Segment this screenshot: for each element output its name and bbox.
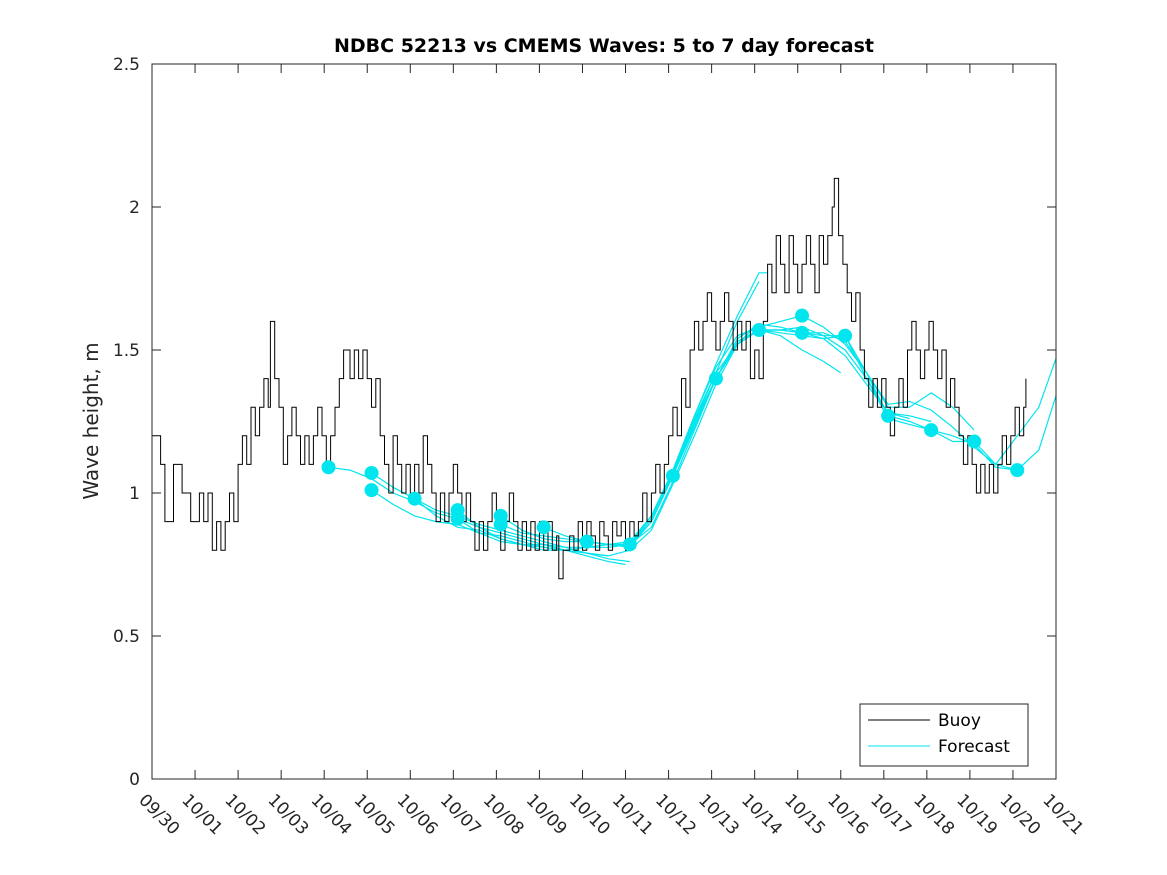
plot-frame xyxy=(151,63,1057,780)
forecast-marker xyxy=(364,483,379,498)
forecast-marker xyxy=(708,371,723,386)
y-axis-label: Wave height, m xyxy=(79,342,103,499)
forecast-marker xyxy=(795,308,810,323)
legend-forecast-label: Forecast xyxy=(938,737,1010,757)
forecast-marker xyxy=(1010,463,1025,478)
y-tick-label: 2 xyxy=(129,198,140,218)
forecast-line xyxy=(759,329,1057,471)
forecast-marker xyxy=(622,537,637,552)
legend-buoy-label: Buoy xyxy=(938,711,981,731)
forecast-line xyxy=(629,329,1018,545)
forecast-marker xyxy=(838,328,853,343)
forecast-line xyxy=(457,272,768,551)
legend: Buoy Forecast xyxy=(859,703,1029,767)
y-tick-label: 2.5 xyxy=(113,55,140,75)
legend-box xyxy=(859,703,1029,767)
y-tick-label: 0.5 xyxy=(113,627,140,647)
chart-title: NDBC 52213 vs CMEMS Waves: 5 to 7 day fo… xyxy=(334,35,874,57)
forecast-marker xyxy=(665,468,680,483)
forecast-marker xyxy=(881,408,896,423)
forecast-marker xyxy=(967,434,982,449)
forecast-marker xyxy=(321,460,336,475)
plot-area xyxy=(152,64,1056,779)
forecast-line xyxy=(414,326,756,557)
forecast-marker xyxy=(450,511,465,526)
forecast-marker xyxy=(795,325,810,340)
y-axis-ticks: 0 0.5 1 1.5 2 2.5 xyxy=(113,55,1056,790)
series-layer xyxy=(152,177,1057,580)
y-tick-label: 0 xyxy=(129,770,140,790)
forecast-marker xyxy=(407,491,422,506)
y-tick-label: 1.5 xyxy=(113,341,140,361)
forecast-marker xyxy=(536,520,551,535)
forecast-marker xyxy=(751,322,766,337)
y-tick-label: 1 xyxy=(129,484,140,504)
forecast-marker xyxy=(364,465,379,480)
forecast-marker xyxy=(579,534,594,549)
buoy-line xyxy=(152,177,1027,580)
forecast-marker xyxy=(924,423,939,438)
forecast-marker xyxy=(493,517,508,532)
